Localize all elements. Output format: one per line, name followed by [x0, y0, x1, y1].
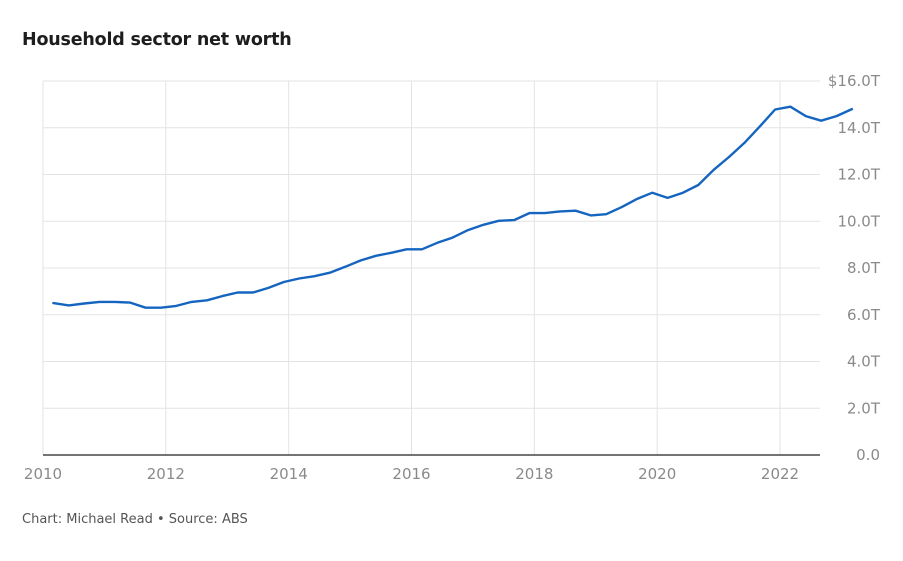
y-tick-label: 10.0T — [837, 212, 880, 230]
footer-separator: • — [156, 512, 165, 527]
y-tick-label: 4.0T — [847, 353, 881, 371]
horizontal-gridlines — [43, 80, 820, 409]
x-tick-label: 2022 — [761, 465, 799, 483]
x-tick-label: 2018 — [515, 465, 553, 483]
x-tick-label: 2020 — [638, 465, 676, 483]
y-tick-label: 8.0T — [847, 259, 881, 277]
y-tick-label: 12.0T — [837, 166, 880, 184]
chart-credit: Chart: Michael Read — [22, 512, 153, 527]
chart-title: Household sector net worth — [22, 30, 292, 50]
x-tick-label: 2012 — [147, 465, 185, 483]
y-tick-label: 2.0T — [847, 399, 881, 417]
y-tick-labels: 0.0 2.0T 4.0T 6.0T 8.0T 10.0T 12.0T 14.0T $16.0T — [828, 72, 881, 464]
y-tick-label: 0.0 — [856, 446, 880, 464]
y-tick-label: 6.0T — [847, 306, 881, 324]
x-tick-label: 2016 — [392, 465, 430, 483]
chart-source: Source: ABS — [168, 512, 248, 527]
y-tick-label: $16.0T — [828, 72, 881, 90]
x-tick-label: 2010 — [24, 465, 62, 483]
x-tick-labels: 2010 2012 2014 2016 2018 2020 2022 — [24, 465, 799, 483]
chart-footer: Chart: Michael Read • Source: ABS — [22, 512, 248, 527]
y-tick-label: 14.0T — [837, 119, 880, 137]
series-line — [52, 105, 854, 309]
x-tick-label: 2014 — [270, 465, 308, 483]
